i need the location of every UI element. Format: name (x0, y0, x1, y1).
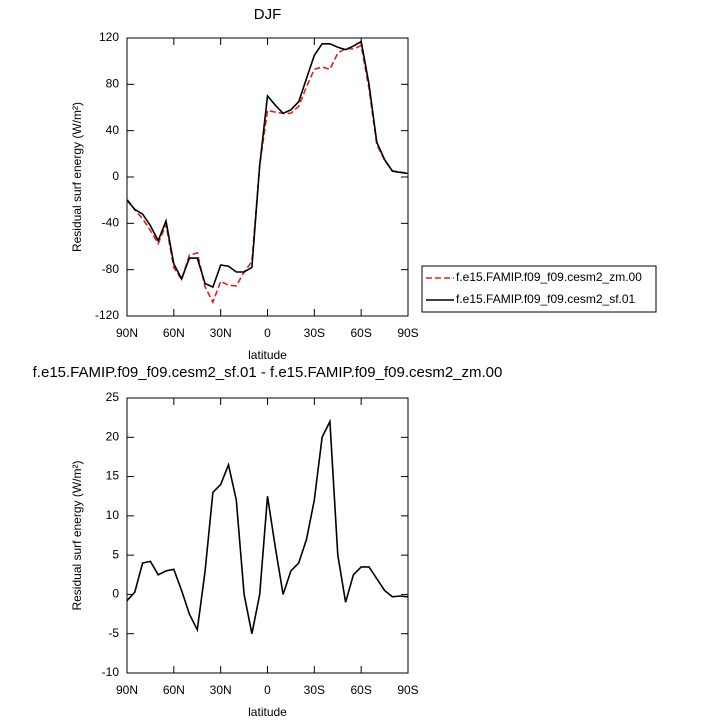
y-tick-label: 5 (112, 547, 119, 561)
x-tick-label: 0 (264, 326, 271, 340)
x-axis-label: latitude (248, 348, 287, 362)
y-tick-label: -120 (95, 308, 119, 322)
plot-frame (126, 37, 409, 317)
y-axis-label: Residual surf energy (W/m²) (70, 460, 84, 610)
x-tick-label: 30N (210, 326, 232, 340)
y-axis-label: Residual surf energy (W/m²) (70, 102, 84, 252)
legend-box (421, 265, 657, 313)
chart-title: DJF (254, 6, 282, 23)
data-line (126, 40, 409, 289)
y-tick-label: 40 (106, 123, 120, 137)
x-tick-label: 60N (163, 326, 185, 340)
y-tick-label: -40 (102, 216, 120, 230)
x-tick-label: 90S (397, 683, 418, 697)
y-tick-label: 20 (106, 429, 120, 443)
legend-label: f.e15.FAMIP.f09_f09.cesm2_zm.00 (456, 270, 642, 284)
plot-frame (126, 397, 409, 674)
x-tick-label: 30S (304, 683, 325, 697)
y-tick-label: 0 (112, 169, 119, 183)
x-tick-label: 30N (210, 683, 232, 697)
x-tick-label: 0 (264, 683, 271, 697)
x-tick-label: 60S (350, 326, 371, 340)
x-tick-label: 90S (397, 326, 418, 340)
y-tick-label: 0 (112, 587, 119, 601)
x-tick-label: 90N (116, 326, 138, 340)
x-tick-label: 60N (163, 683, 185, 697)
x-axis-label: latitude (248, 705, 287, 719)
chart-title: f.e15.FAMIP.f09_f09.cesm2_sf.01 - f.e15.… (33, 364, 503, 381)
x-tick-label: 90N (116, 683, 138, 697)
legend-label: f.e15.FAMIP.f09_f09.cesm2_sf.01 (456, 292, 636, 306)
y-tick-label: -10 (102, 665, 120, 679)
y-tick-label: 120 (99, 30, 119, 44)
x-tick-label: 60S (350, 683, 371, 697)
data-line (126, 418, 409, 634)
y-tick-label: 25 (106, 390, 120, 404)
y-tick-label: 15 (106, 469, 120, 483)
y-tick-label: -5 (108, 626, 119, 640)
y-tick-label: 80 (106, 77, 120, 91)
x-tick-label: 30S (304, 326, 325, 340)
y-tick-label: 10 (106, 508, 120, 522)
data-line (126, 44, 409, 305)
y-tick-label: -80 (102, 262, 120, 276)
